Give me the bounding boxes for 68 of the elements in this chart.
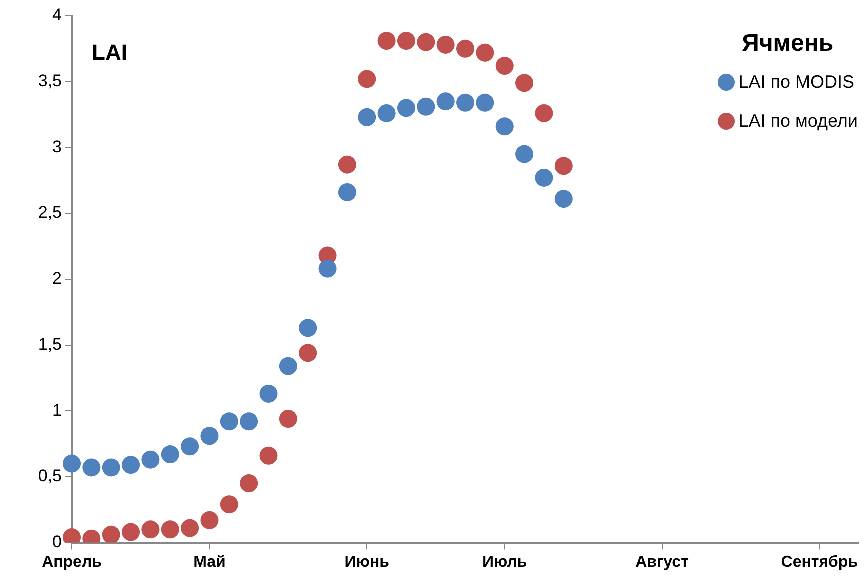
point <box>122 456 140 474</box>
point <box>240 474 258 493</box>
y-tick-label: 1,5 <box>38 334 62 354</box>
point <box>161 446 180 464</box>
point <box>82 458 101 477</box>
point <box>378 32 396 50</box>
point <box>279 410 298 428</box>
y-tick-label: 2 <box>52 269 62 288</box>
point <box>516 74 534 92</box>
x-tick-label: Август <box>636 554 690 571</box>
y-tick-label: 2,5 <box>38 203 62 222</box>
point <box>181 438 200 456</box>
y-tick-label: 0,5 <box>38 466 62 486</box>
point <box>299 344 318 362</box>
y-axis-title: LAI <box>92 40 128 66</box>
point <box>299 319 318 338</box>
point <box>279 357 298 376</box>
y-tick-label: 4 <box>52 6 62 25</box>
point <box>161 520 180 539</box>
point <box>535 168 554 187</box>
point <box>554 190 573 208</box>
point <box>436 36 455 54</box>
point <box>456 40 474 58</box>
point <box>358 70 376 88</box>
point <box>338 156 356 174</box>
point <box>63 454 81 473</box>
legend-label: LAI по MODIS <box>738 72 855 93</box>
point <box>358 108 376 126</box>
x-tick-label: Май <box>194 554 226 571</box>
point <box>200 427 219 446</box>
point <box>142 450 160 469</box>
point <box>535 104 554 122</box>
x-tick-label: Апрель <box>42 554 102 571</box>
point <box>397 32 416 50</box>
point <box>181 519 200 538</box>
x-tick-label: Июнь <box>344 554 390 571</box>
y-tick-label: 3,5 <box>38 72 62 91</box>
point <box>220 412 238 431</box>
point <box>318 260 337 278</box>
point <box>496 57 514 76</box>
legend-title: Ячмень <box>741 30 835 58</box>
point <box>516 145 534 164</box>
point <box>260 384 278 403</box>
y-tick-label: 3 <box>52 137 62 156</box>
point <box>102 526 120 543</box>
point <box>397 99 416 118</box>
x-tick-label: Сентябрь <box>781 554 858 571</box>
point <box>240 412 258 431</box>
x-tick-label: Июль <box>482 554 528 571</box>
point <box>200 511 219 530</box>
point <box>122 523 140 542</box>
point <box>417 33 436 52</box>
point <box>436 92 455 111</box>
point <box>102 458 120 477</box>
y-tick-label: 0 <box>52 532 62 552</box>
point <box>417 98 436 116</box>
point <box>476 94 494 112</box>
point <box>496 118 514 136</box>
point <box>338 183 356 202</box>
point <box>142 520 160 539</box>
legend-label: LAI по модели <box>738 111 858 132</box>
point <box>476 44 494 62</box>
y-tick-label: 1 <box>52 400 62 420</box>
point <box>378 104 396 122</box>
point <box>554 157 573 176</box>
point <box>220 496 238 514</box>
point <box>456 94 474 112</box>
point <box>260 446 278 465</box>
